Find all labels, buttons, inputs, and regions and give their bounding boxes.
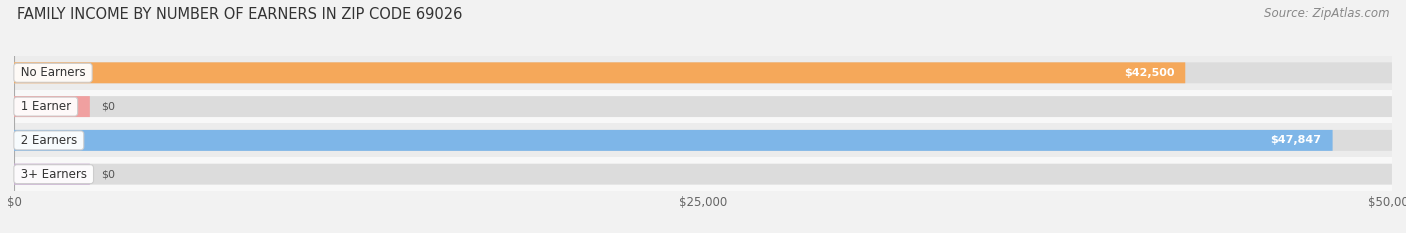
FancyBboxPatch shape: [14, 130, 1333, 151]
Text: $0: $0: [101, 169, 115, 179]
Text: 2 Earners: 2 Earners: [17, 134, 80, 147]
Text: 3+ Earners: 3+ Earners: [17, 168, 90, 181]
FancyBboxPatch shape: [14, 62, 1392, 83]
Bar: [14, 123, 1392, 157]
Text: 1 Earner: 1 Earner: [17, 100, 75, 113]
Text: No Earners: No Earners: [17, 66, 89, 79]
FancyBboxPatch shape: [14, 96, 90, 117]
Bar: [14, 90, 1392, 123]
Text: FAMILY INCOME BY NUMBER OF EARNERS IN ZIP CODE 69026: FAMILY INCOME BY NUMBER OF EARNERS IN ZI…: [17, 7, 463, 22]
Text: Source: ZipAtlas.com: Source: ZipAtlas.com: [1264, 7, 1389, 20]
Text: $0: $0: [101, 102, 115, 112]
FancyBboxPatch shape: [14, 96, 1392, 117]
Bar: [14, 157, 1392, 191]
FancyBboxPatch shape: [14, 164, 90, 185]
FancyBboxPatch shape: [14, 164, 1392, 185]
FancyBboxPatch shape: [14, 130, 1392, 151]
Text: $42,500: $42,500: [1123, 68, 1174, 78]
Text: $47,847: $47,847: [1271, 135, 1322, 145]
FancyBboxPatch shape: [14, 62, 1185, 83]
Bar: [14, 56, 1392, 90]
